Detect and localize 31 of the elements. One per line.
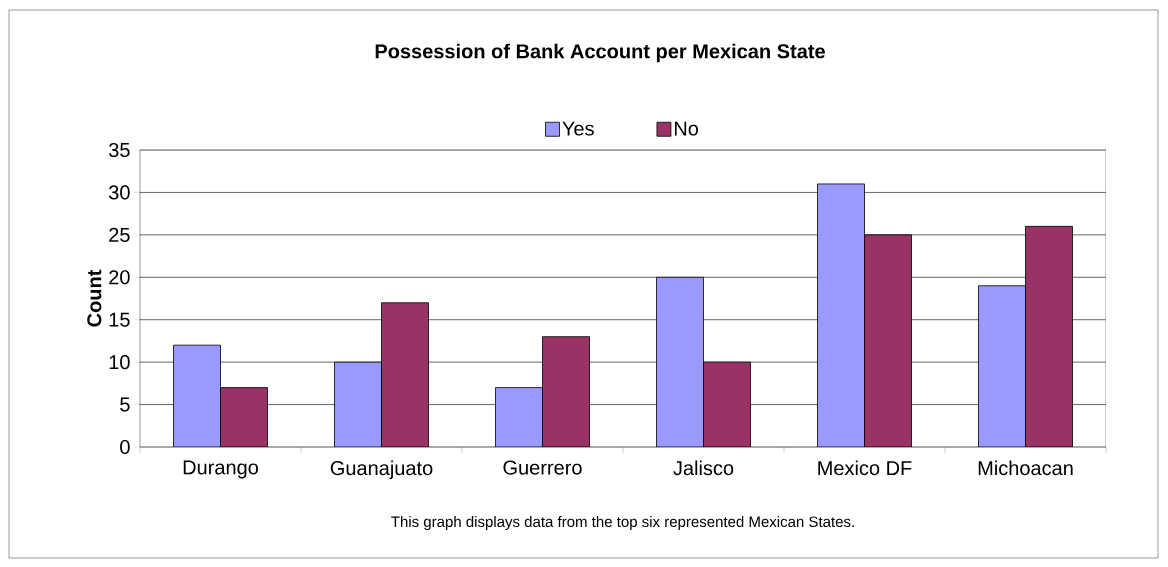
legend-label: Yes: [562, 121, 594, 136]
bar: [864, 234, 912, 447]
y-tick-label: 0: [120, 439, 130, 455]
bar: [978, 285, 1026, 447]
bar: [703, 361, 751, 447]
y-tick-label: 25: [109, 227, 130, 242]
bar: [542, 336, 590, 447]
x-tick-label: Jalisco: [673, 460, 734, 476]
y-tick-label: 30: [109, 185, 130, 200]
x-tick-label: Guanajuato: [330, 460, 433, 480]
x-tick-label: Durango: [183, 460, 258, 479]
bar: [381, 302, 429, 447]
y-tick-label: 10: [109, 355, 130, 370]
bar: [495, 387, 543, 447]
text: This graph displays data from the top six represented Mexican States.: [391, 516, 854, 530]
y-tick-label: 5: [120, 397, 130, 412]
bar: [656, 276, 704, 447]
chart-title: Possession of Bank Account per Mexican State: [375, 43, 825, 63]
bar: [1025, 225, 1073, 447]
x-tick-label: Michoacan: [978, 460, 1073, 476]
legend-label: No: [674, 121, 699, 136]
x-tick-label: Mexico DF: [818, 460, 912, 476]
bar: [334, 361, 382, 447]
y-axis-title: Count: [87, 269, 102, 327]
y-tick-label: 35: [109, 142, 130, 158]
bar: [817, 183, 865, 447]
bar: [173, 344, 221, 447]
bar: [220, 387, 268, 447]
y-tick-label: 20: [109, 270, 130, 285]
x-tick-label: Guerrero: [503, 460, 582, 475]
y-tick-label: 15: [109, 312, 130, 327]
